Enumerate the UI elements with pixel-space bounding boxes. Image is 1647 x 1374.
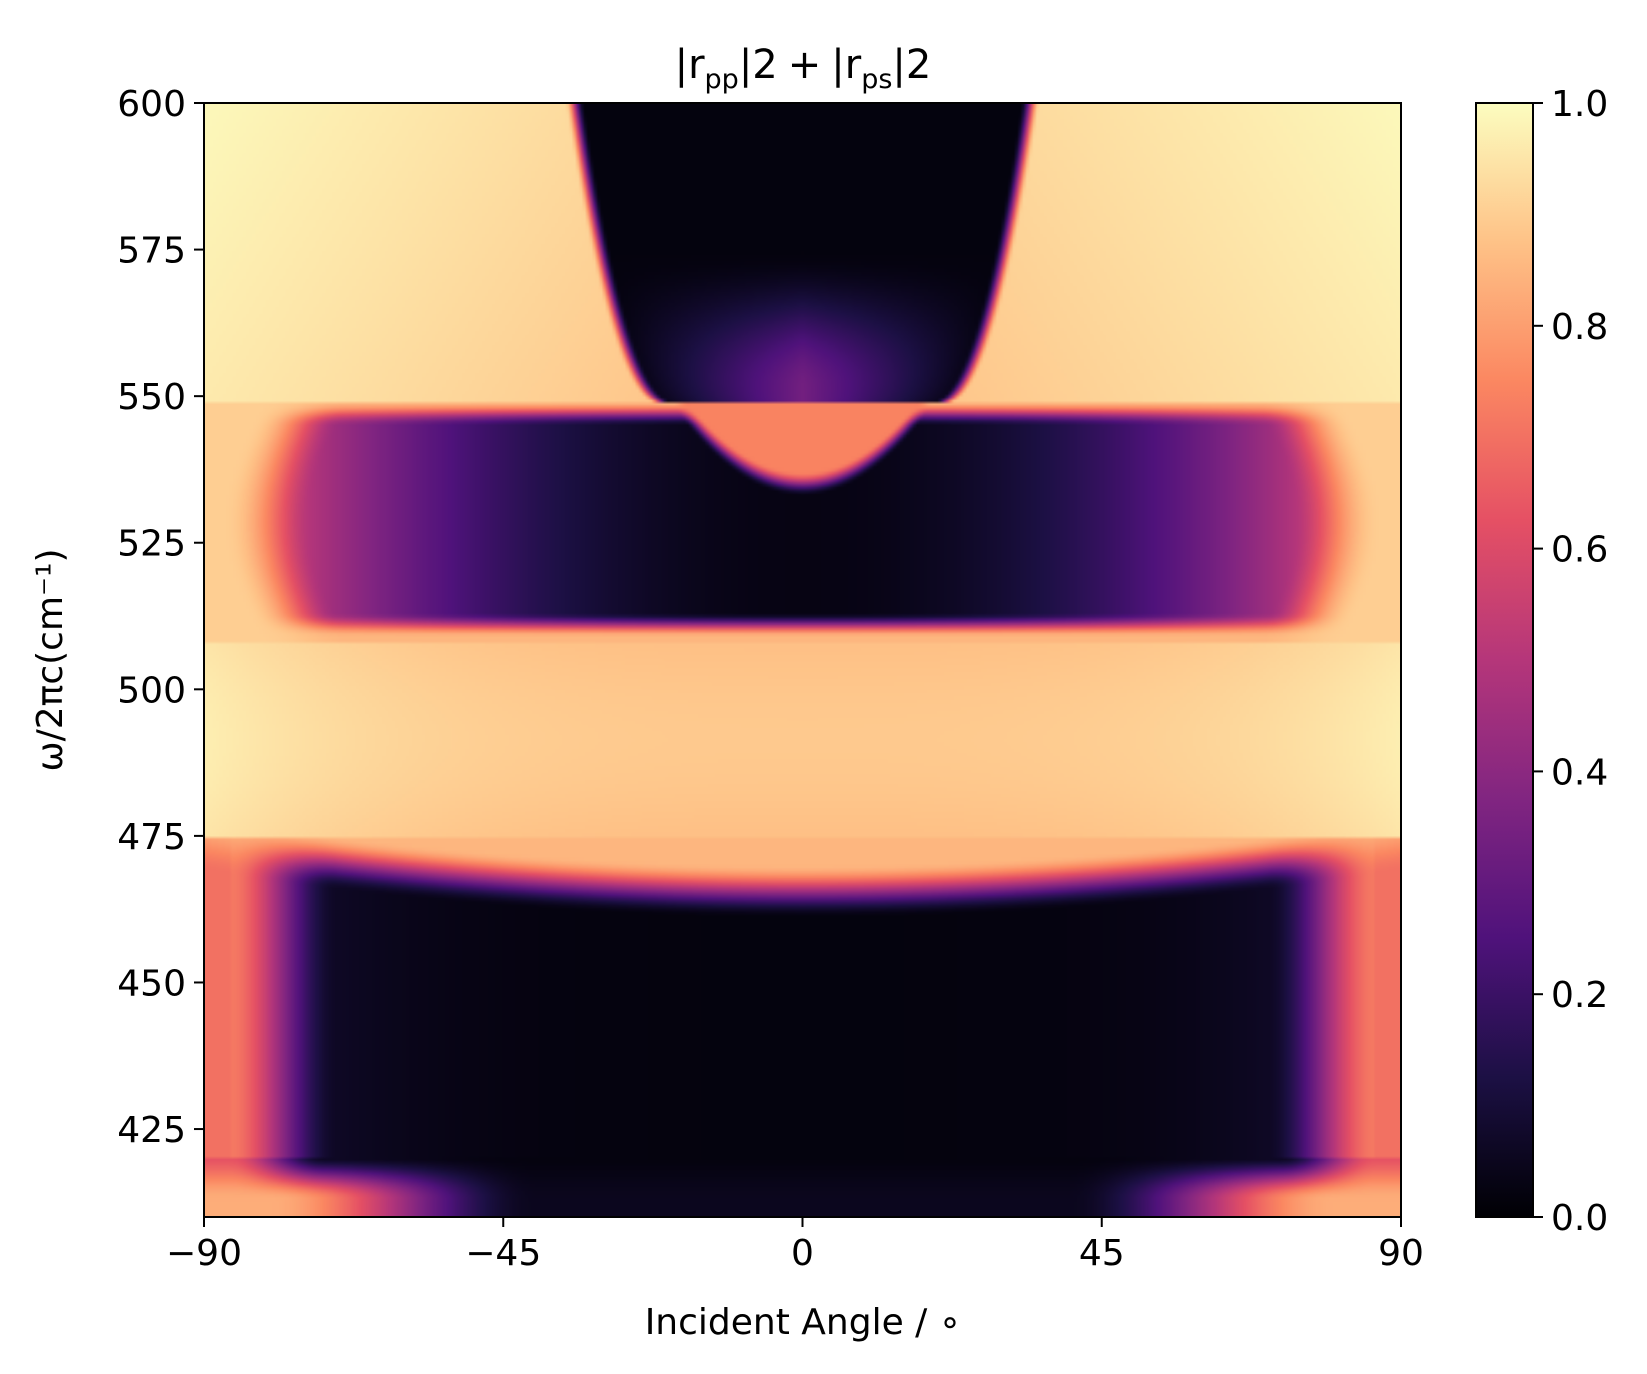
y-tick-label: 550 xyxy=(117,377,186,418)
colorbar-tick-label: 1.0 xyxy=(1551,84,1608,125)
colorbar-gradient xyxy=(1476,103,1533,1217)
y-tick-label: 500 xyxy=(117,670,186,711)
heatmap-image xyxy=(204,103,1401,1217)
y-tick-label: 475 xyxy=(117,817,186,858)
colorbar-tick-label: 0.4 xyxy=(1551,752,1608,793)
y-tick-label: 450 xyxy=(117,963,186,1004)
colorbar: 0.0 0.2 0.4 0.6 0.8 1.0 xyxy=(1475,84,1608,1239)
colorbar-tick-label: 0.8 xyxy=(1551,307,1608,348)
x-tick-label: 0 xyxy=(791,1233,814,1274)
x-tick-label: 45 xyxy=(1079,1233,1125,1274)
y-axis: 425 450 475 500 525 550 575 600 xyxy=(117,84,204,1151)
x-tick-label: −45 xyxy=(465,1233,541,1274)
y-tick-label: 525 xyxy=(117,524,186,565)
y-tick-label: 600 xyxy=(117,84,186,125)
plot-area xyxy=(203,102,1402,1218)
colorbar-frame xyxy=(1475,102,1534,1218)
chart-title: |rpp|2 + |rps|2 xyxy=(675,42,932,95)
y-tick-label: 425 xyxy=(117,1110,186,1151)
x-axis-label: Incident Angle / ∘ xyxy=(645,1302,962,1343)
colorbar-ticks: 0.0 0.2 0.4 0.6 0.8 1.0 xyxy=(1533,84,1608,1239)
colorbar-tick-label: 0.2 xyxy=(1551,975,1608,1016)
colorbar-tick-label: 0.6 xyxy=(1551,530,1608,571)
x-tick-label: −90 xyxy=(166,1233,242,1274)
colorbar-tick-label: 0.0 xyxy=(1551,1198,1608,1239)
y-axis-label: ω/2πc(cm⁻¹) xyxy=(30,548,71,771)
x-tick-label: 90 xyxy=(1378,1233,1424,1274)
x-axis: −90 −45 0 45 90 xyxy=(166,1217,1424,1274)
y-tick-label: 575 xyxy=(117,231,186,272)
